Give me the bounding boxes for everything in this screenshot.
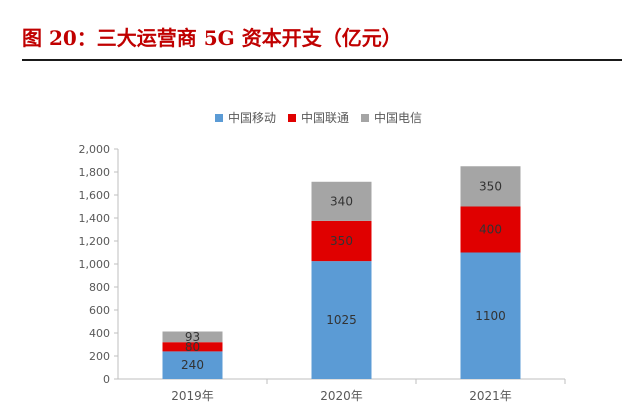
- figure-title: 图 20：三大运营商 5G 资本开支（亿元）: [22, 26, 402, 50]
- bar-segment: [162, 342, 223, 352]
- bar-segment: [311, 261, 372, 379]
- x-tick-label: 2019年: [171, 389, 214, 403]
- y-tick-label: 200: [89, 350, 110, 363]
- bar-segment: [460, 252, 521, 379]
- title-divider: [22, 59, 622, 61]
- bar-segment: [460, 166, 521, 207]
- chart-bars: [162, 166, 521, 379]
- bar-data-label: 80: [185, 340, 200, 354]
- bar-segment: [162, 331, 223, 343]
- legend-swatch: [288, 114, 296, 122]
- bar-data-label: 350: [479, 179, 502, 193]
- legend-label: 中国联通: [301, 110, 349, 125]
- bar-data-label: 1100: [475, 309, 506, 323]
- bar-data-label: 340: [330, 194, 353, 208]
- bar-data-label: 1025: [326, 313, 357, 327]
- bar-segment: [162, 351, 223, 379]
- y-tick-label: 0: [103, 373, 110, 386]
- y-tick-label: 1,600: [79, 189, 111, 202]
- y-tick-label: 2,000: [79, 143, 111, 156]
- bar-segment: [311, 220, 372, 262]
- legend-label: 中国移动: [228, 110, 276, 125]
- bar-data-label: 240: [181, 358, 204, 372]
- bar-data-label: 93: [185, 330, 200, 344]
- y-tick-label: 1,000: [79, 258, 111, 271]
- bar-segment: [460, 206, 521, 253]
- chart-legend: 中国移动 中国联通 中国电信: [215, 110, 422, 125]
- bar-data-label: 400: [479, 223, 502, 237]
- legend-label: 中国电信: [374, 110, 422, 125]
- y-tick-label: 1,400: [79, 212, 111, 225]
- y-tick-label: 400: [89, 327, 110, 340]
- x-tick-label: 2021年: [469, 389, 512, 403]
- y-tick-label: 1,800: [79, 166, 111, 179]
- bar-segment: [311, 181, 372, 221]
- y-tick-label: 600: [89, 304, 110, 317]
- x-tick-label: 2020年: [320, 389, 363, 403]
- bar-data-label: 350: [330, 234, 353, 248]
- legend-swatch: [361, 114, 369, 122]
- y-tick-label: 1,200: [79, 235, 111, 248]
- legend-swatch: [215, 114, 223, 122]
- y-tick-label: 800: [89, 281, 110, 294]
